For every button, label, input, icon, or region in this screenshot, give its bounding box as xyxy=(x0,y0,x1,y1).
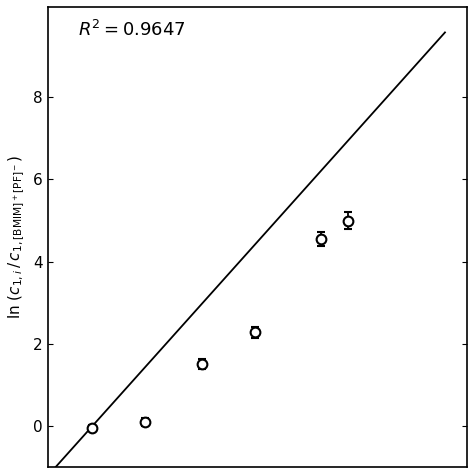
Text: $R^2 = 0.9647$: $R^2 = 0.9647$ xyxy=(78,19,186,40)
Y-axis label: $\ln\,\left(c_{1,i}\,/\,c_{1,[\mathrm{BMIM}]^+[\mathrm{PF}]^-}\right)$: $\ln\,\left(c_{1,i}\,/\,c_{1,[\mathrm{BM… xyxy=(7,155,27,319)
